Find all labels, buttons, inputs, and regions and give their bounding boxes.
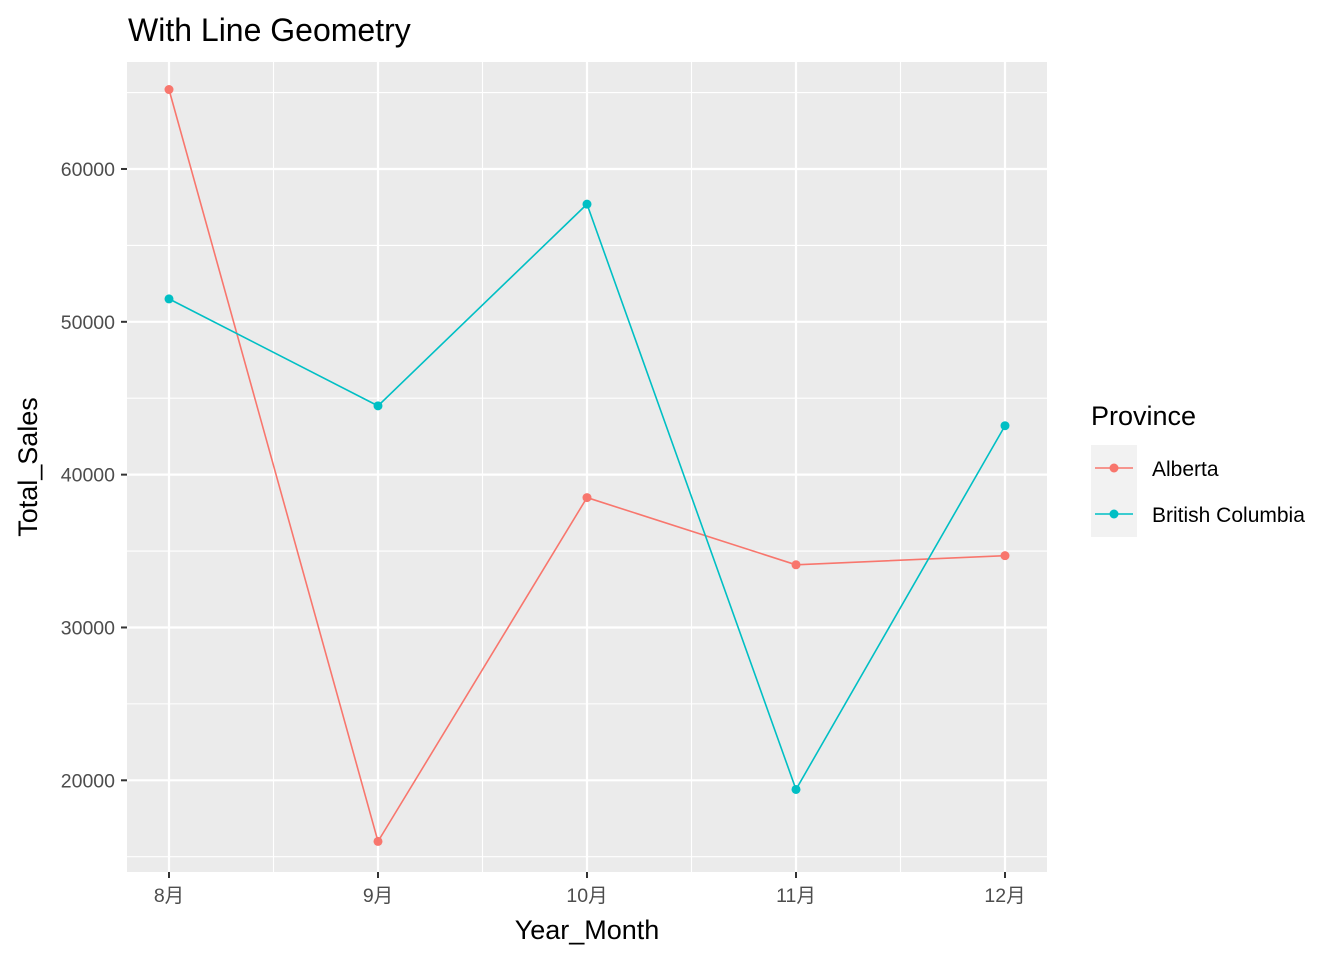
x-tick-label: 10月 bbox=[566, 885, 607, 907]
series-1 bbox=[164, 199, 1010, 794]
y-tick-label: 40000 bbox=[61, 465, 115, 487]
chart-title: With Line Geometry bbox=[128, 12, 411, 48]
data-point bbox=[373, 401, 383, 411]
x-tick-label: 12月 bbox=[984, 885, 1025, 907]
data-point bbox=[164, 85, 174, 95]
data-point bbox=[791, 560, 801, 570]
legend-title: Province bbox=[1091, 401, 1196, 431]
legend: Province Alberta British Columbia bbox=[1091, 401, 1305, 537]
y-tick-label: 50000 bbox=[61, 312, 115, 334]
legend-key-point bbox=[1109, 509, 1119, 519]
x-tick-label: 11月 bbox=[776, 885, 816, 907]
data-point bbox=[1000, 551, 1010, 561]
legend-label: Alberta bbox=[1152, 458, 1219, 481]
x-tick-label: 9月 bbox=[363, 885, 393, 907]
y-axis: 20000 30000 40000 50000 60000 bbox=[61, 159, 127, 792]
legend-key-point bbox=[1109, 463, 1119, 473]
y-axis-title: Total_Sales bbox=[13, 397, 43, 537]
grid-major bbox=[127, 62, 1047, 872]
series-layer bbox=[164, 85, 1010, 846]
data-point bbox=[373, 836, 383, 846]
x-axis: 8月 9月 10月 11月 12月 bbox=[154, 872, 1026, 907]
data-point bbox=[1000, 421, 1010, 431]
y-tick-label: 60000 bbox=[61, 159, 115, 181]
y-tick-label: 20000 bbox=[61, 770, 115, 792]
data-point bbox=[164, 294, 174, 304]
legend-items: Alberta British Columbia bbox=[1091, 445, 1305, 537]
legend-label: British Columbia bbox=[1152, 504, 1305, 527]
y-tick-label: 30000 bbox=[61, 617, 115, 639]
x-axis-title: Year_Month bbox=[515, 915, 660, 945]
data-point bbox=[791, 784, 801, 794]
data-point bbox=[582, 199, 592, 209]
series-0 bbox=[164, 85, 1010, 846]
x-tick-label: 8月 bbox=[154, 885, 184, 907]
data-point bbox=[582, 493, 592, 503]
